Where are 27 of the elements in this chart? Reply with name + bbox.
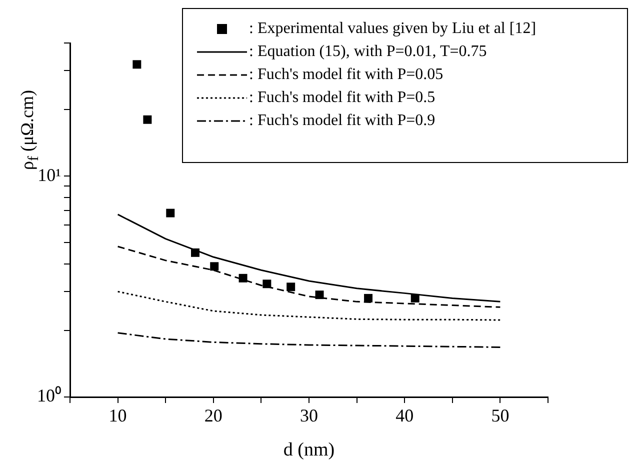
legend-label: : Fuch's model fit with P=0.5: [249, 88, 436, 106]
point: [262, 280, 272, 288]
x-tick-label: 50: [491, 406, 510, 426]
x-tick-label: 10: [108, 406, 127, 426]
y-tick-label: 10⁰: [37, 386, 61, 406]
y-tick-label: 10¹: [38, 164, 61, 185]
point: [166, 208, 175, 218]
point: [143, 115, 152, 124]
legend-label: : Fuch's model fit with P=0.05: [249, 66, 444, 84]
point: [410, 294, 420, 302]
x-axis-title: d (nm): [283, 440, 335, 461]
line-series: [117, 246, 501, 308]
point: [210, 262, 219, 271]
point: [132, 60, 142, 69]
x-tick-label: 20: [204, 406, 222, 426]
point: [190, 248, 200, 257]
legend-label: : Equation (15), with P=0.01, T=0.75: [249, 42, 487, 60]
x-tick-label: 40: [396, 406, 414, 426]
line-series: [117, 290, 501, 321]
x-tick-label: 30: [300, 406, 318, 426]
point: [315, 290, 324, 300]
legend-label: : Fuch's model fit with P=0.9: [249, 112, 436, 130]
point: [238, 274, 248, 282]
point: [286, 282, 296, 292]
point: [364, 294, 373, 302]
line-series: [117, 332, 501, 348]
legend-label: : Experimental values given by Liu et al [12]: [249, 20, 536, 38]
